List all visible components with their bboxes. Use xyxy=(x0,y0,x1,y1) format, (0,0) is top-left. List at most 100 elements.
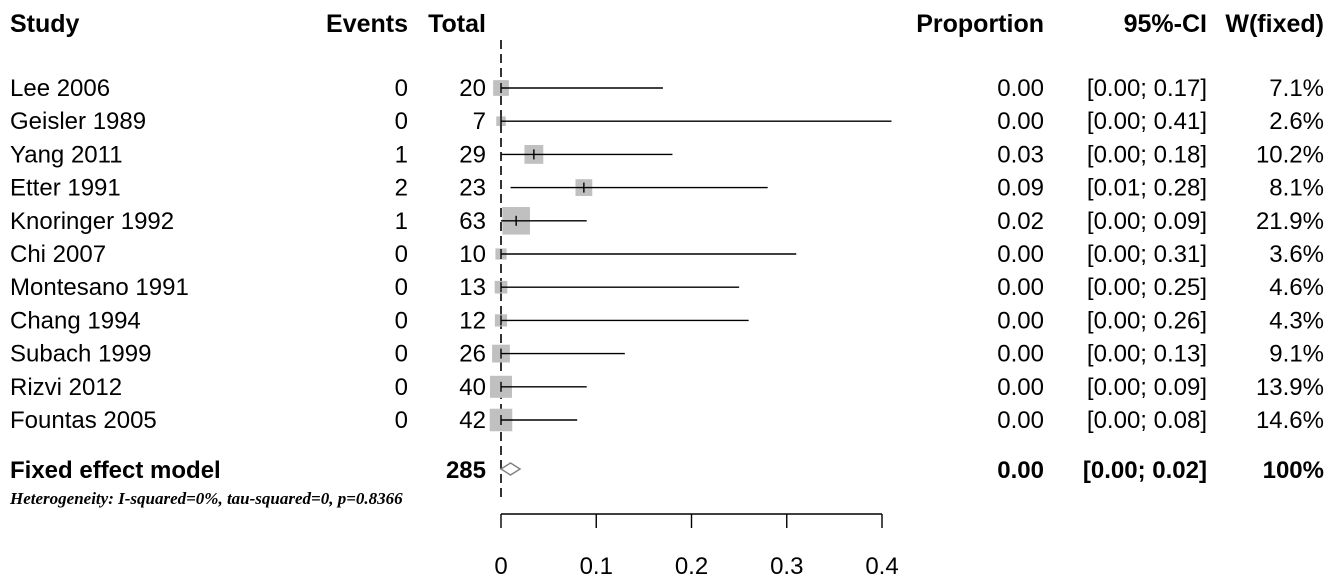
total-value: 29 xyxy=(459,141,486,168)
study-name: Montesano 1991 xyxy=(10,274,189,301)
pooled-proportion: 0.00 xyxy=(997,457,1044,484)
events-value: 1 xyxy=(395,208,408,235)
events-value: 1 xyxy=(395,141,408,168)
total-value: 10 xyxy=(459,241,486,268)
study-name: Etter 1991 xyxy=(10,175,121,202)
study-row: Subach 1999 0 26 0.00 [0.00; 0.13] 9.1% xyxy=(10,341,1324,368)
study-name: Chi 2007 xyxy=(10,241,106,268)
study-row: Knoringer 1992 1 63 0.02 [0.00; 0.09] 21.9% xyxy=(10,206,1324,235)
proportion-value: 0.00 xyxy=(997,374,1044,401)
pooled-ci: [0.00; 0.02] xyxy=(1083,457,1207,484)
weight-value: 14.6% xyxy=(1256,407,1324,434)
study-name: Lee 2006 xyxy=(10,75,110,102)
proportion-value: 0.00 xyxy=(997,75,1044,102)
study-row: Rizvi 2012 0 40 0.00 [0.00; 0.09] 13.9% xyxy=(10,374,1324,401)
events-value: 0 xyxy=(395,274,408,301)
study-name: Knoringer 1992 xyxy=(10,208,174,235)
study-name: Fountas 2005 xyxy=(10,407,157,434)
proportion-value: 0.00 xyxy=(997,407,1044,434)
ci-value: [0.00; 0.09] xyxy=(1087,374,1207,401)
study-row: Etter 1991 2 23 0.09 [0.01; 0.28] 8.1% xyxy=(10,175,1324,202)
ci-value: [0.00; 0.08] xyxy=(1087,407,1207,434)
weight-value: 13.9% xyxy=(1256,374,1324,401)
ci-value: [0.00; 0.41] xyxy=(1087,108,1207,135)
x-tick-label: 0 xyxy=(494,553,507,579)
weight-value: 10.2% xyxy=(1256,141,1324,168)
events-value: 0 xyxy=(395,108,408,135)
study-row: Geisler 1989 0 7 0.00 [0.00; 0.41] 2.6% xyxy=(10,108,1324,135)
weight-value: 9.1% xyxy=(1269,341,1324,368)
total-value: 40 xyxy=(459,374,486,401)
proportion-value: 0.00 xyxy=(997,307,1044,334)
pooled-weight: 100% xyxy=(1263,457,1324,484)
proportion-value: 0.03 xyxy=(997,141,1044,168)
events-value: 0 xyxy=(395,75,408,102)
total-value: 26 xyxy=(459,341,486,368)
study-name: Rizvi 2012 xyxy=(10,374,122,401)
study-name: Subach 1999 xyxy=(10,341,151,368)
study-name: Chang 1994 xyxy=(10,307,141,334)
study-row: Fountas 2005 0 42 0.00 [0.00; 0.08] 14.6% xyxy=(10,407,1324,434)
ci-value: [0.00; 0.25] xyxy=(1087,274,1207,301)
study-row: Chi 2007 0 10 0.00 [0.00; 0.31] 3.6% xyxy=(10,241,1324,268)
column-headers: Study Events Total Proportion 95%-CI W(f… xyxy=(10,10,1324,38)
weight-value: 7.1% xyxy=(1269,75,1324,102)
events-value: 0 xyxy=(395,374,408,401)
weight-value: 4.3% xyxy=(1269,307,1324,334)
pooled-diamond xyxy=(499,462,522,476)
total-value: 63 xyxy=(459,208,486,235)
header-events: Events xyxy=(326,10,408,38)
header-proportion: Proportion xyxy=(916,10,1044,38)
events-value: 0 xyxy=(395,407,408,434)
study-row: Montesano 1991 0 13 0.00 [0.00; 0.25] 4.6% xyxy=(10,274,1324,301)
proportion-value: 0.09 xyxy=(997,175,1044,202)
total-value: 23 xyxy=(459,175,486,202)
events-value: 0 xyxy=(395,307,408,334)
proportion-value: 0.00 xyxy=(997,108,1044,135)
weight-value: 4.6% xyxy=(1269,274,1324,301)
pooled-row: Fixed effect model 285 0.00 [0.00; 0.02] 100… xyxy=(10,457,1324,484)
ci-value: [0.00; 0.13] xyxy=(1087,341,1207,368)
x-tick-label: 0.3 xyxy=(770,553,803,579)
weight-value: 8.1% xyxy=(1269,175,1324,202)
x-tick-label: 0.4 xyxy=(865,553,898,579)
study-row: Yang 2011 1 29 0.03 [0.00; 0.18] 10.2% xyxy=(10,141,1324,168)
ci-value: [0.00; 0.31] xyxy=(1087,241,1207,268)
proportion-value: 0.00 xyxy=(997,241,1044,268)
weight-value: 3.6% xyxy=(1269,241,1324,268)
study-name: Geisler 1989 xyxy=(10,108,146,135)
total-value: 12 xyxy=(459,307,486,334)
study-row: Lee 2006 0 20 0.00 [0.00; 0.17] 7.1% xyxy=(10,75,1324,102)
total-value: 13 xyxy=(459,274,486,301)
pooled-label: Fixed effect model xyxy=(10,457,221,484)
header-study: Study xyxy=(10,10,80,38)
header-ci: 95%-CI xyxy=(1124,10,1207,38)
proportion-value: 0.00 xyxy=(997,274,1044,301)
study-name: Yang 2011 xyxy=(10,141,123,168)
ci-value: [0.01; 0.28] xyxy=(1087,175,1207,202)
events-value: 2 xyxy=(395,175,408,202)
header-weight: W(fixed) xyxy=(1225,10,1324,38)
events-value: 0 xyxy=(395,341,408,368)
x-tick-label: 0.2 xyxy=(675,553,708,579)
study-row: Chang 1994 0 12 0.00 [0.00; 0.26] 4.3% xyxy=(10,307,1324,334)
weight-value: 2.6% xyxy=(1269,108,1324,135)
total-value: 7 xyxy=(473,108,486,135)
ci-value: [0.00; 0.26] xyxy=(1087,307,1207,334)
total-value: 20 xyxy=(459,75,486,102)
x-axis: 0 0.1 0.2 0.3 0.4 xyxy=(494,513,899,579)
events-value: 0 xyxy=(395,241,408,268)
proportion-value: 0.00 xyxy=(997,341,1044,368)
header-total: Total xyxy=(428,10,486,38)
study-rows: Lee 2006 0 20 0.00 [0.00; 0.17] 7.1%Geisler 1… xyxy=(10,75,1324,434)
weight-value: 21.9% xyxy=(1256,208,1324,235)
total-value: 42 xyxy=(459,407,486,434)
x-tick-label: 0.1 xyxy=(580,553,613,579)
ci-value: [0.00; 0.18] xyxy=(1087,141,1207,168)
heterogeneity-label: Heterogeneity: I-squared=0%, tau-squared… xyxy=(9,489,403,508)
pooled-total: 285 xyxy=(446,457,486,484)
proportion-value: 0.02 xyxy=(997,208,1044,235)
ci-value: [0.00; 0.17] xyxy=(1087,75,1207,102)
ci-value: [0.00; 0.09] xyxy=(1087,208,1207,235)
